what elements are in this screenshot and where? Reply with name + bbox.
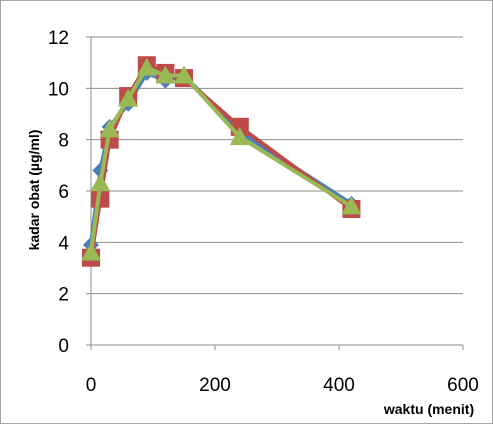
data-point [81,242,101,261]
data-point [155,65,176,84]
y-tick-labels: 0 2 4 6 8 10 12 [48,28,70,357]
series-3 [81,57,362,261]
x-tick-labels: 0 200 400 600 [86,375,479,396]
data-point [174,65,194,84]
x-tick-label: 0 [86,375,97,396]
y-tick-label: 6 [58,182,69,203]
series-2 [82,56,361,267]
data-point [229,127,250,146]
axes [86,36,464,350]
y-tick-label: 12 [48,28,69,49]
y-tick-label: 4 [58,233,69,254]
y-tick-label: 10 [48,79,69,100]
x-tick-label: 400 [323,375,355,396]
x-tick-label: 200 [199,375,231,396]
x-tick-label: 600 [447,375,479,396]
y-tick-label: 2 [58,285,69,306]
y-axis-title: kadar obat (µg/ml) [26,130,42,251]
data-point [118,88,139,107]
data-point [99,119,120,138]
gridlines [91,36,463,295]
y-tick-label: 8 [58,131,69,152]
series-layer [81,56,362,267]
data-point [136,57,157,76]
data-point [341,196,362,215]
data-point [90,173,111,192]
y-tick-label: 0 [58,336,69,357]
x-axis-title: waktu (menit) [383,401,474,417]
